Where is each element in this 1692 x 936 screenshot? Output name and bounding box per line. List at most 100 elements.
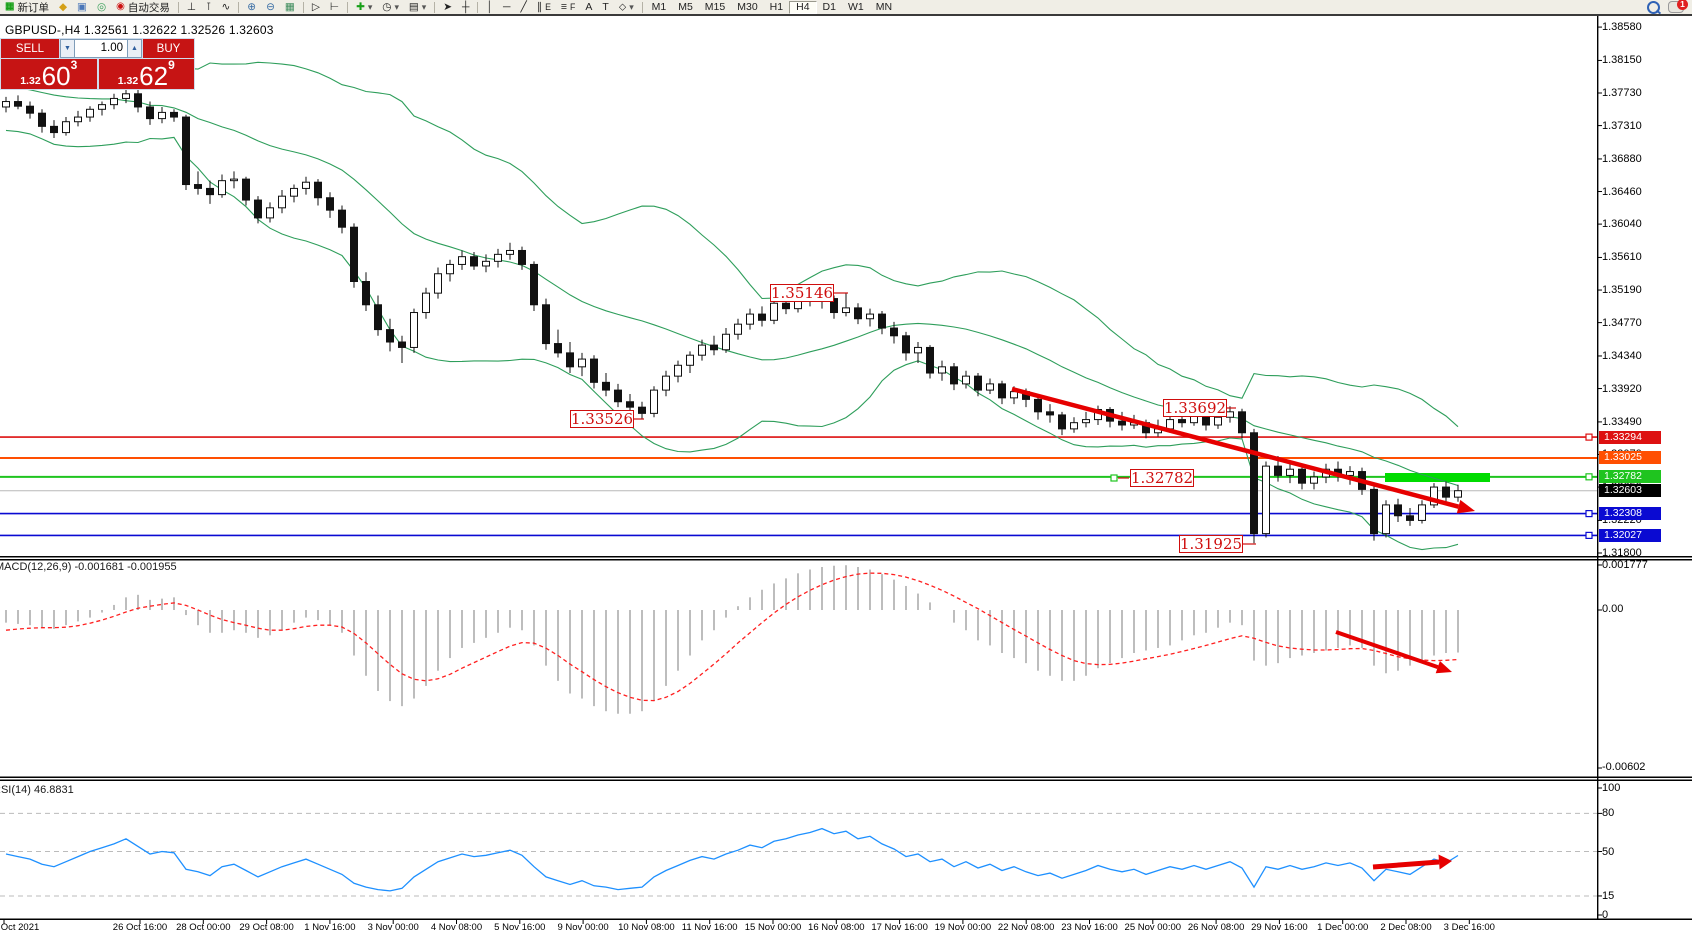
chat-icon[interactable]: 1 [1668,0,1688,13]
price-tick: 1.35610 [1602,251,1642,264]
price-tick: 1.31800 [1602,547,1642,559]
timeframe-H4[interactable]: H4 [789,0,817,14]
favorites-icon[interactable]: ◆ [58,1,68,13]
new-order-icon: ▦ [5,1,15,12]
channel-icon[interactable]: ∥ E [536,1,551,13]
price-tick: 1.37310 [1602,119,1642,132]
trendline-icon[interactable]: ╱ [520,1,527,13]
sell-price-tile[interactable]: 1.32 60 3 [1,59,97,89]
indicators-icon[interactable]: ✚ ▾ [356,1,373,13]
timeframe-MN[interactable]: MN [875,0,893,13]
rsi-indicator-label: RSI(14) 46.8831 [0,784,74,796]
zoom-out-icon[interactable]: ⊖ [266,1,275,13]
volume-increase-button[interactable]: ▲ [127,39,142,58]
time-axis-label: 1 Dec 00:00 [1317,922,1369,933]
zoom-in-icon[interactable]: ⊕ [247,1,257,13]
toolbar-separator [477,1,479,13]
toolbar-border [0,14,1692,16]
line-chart-icon[interactable]: ∿ [221,1,231,13]
horizontal-line-icon[interactable]: ─ [503,1,511,13]
tile-windows-icon[interactable]: ▦ [284,1,295,13]
vertical-line-icon[interactable]: │ [486,1,494,13]
macd-layer [5,565,1459,714]
volume-decrease-button[interactable]: ▼ [60,39,75,58]
new-order-button[interactable]: ▦ 新订单 [0,0,54,14]
chart-ohlc-header: GBPUSD-,H4 1.32561 1.32622 1.32526 1.326… [5,23,274,37]
price-tick: 1.35190 [1602,284,1642,297]
sell-price-sup: 3 [70,58,78,72]
time-axis-label: 3 Dec 16:00 [1443,922,1495,933]
fibonacci-icon[interactable]: ≡ F [560,1,576,13]
cursor-icon[interactable]: ➤ [443,1,453,13]
time-axis-label: 19 Nov 00:00 [934,922,992,933]
price-tick: 1.34770 [1602,316,1642,329]
time-axis-label: 16 Nov 08:00 [808,922,865,933]
price-tag-1.33294: 1.33294 [1599,430,1661,444]
volume-input[interactable]: 1.00 [75,39,127,58]
price-annotation-1.35146: 1.35146 [770,284,834,302]
macd-tick: 0.001777 [1602,559,1648,571]
buy-price-tile[interactable]: 1.32 62 9 [98,59,194,91]
buy-button[interactable]: BUY [143,39,194,58]
toolbar-separator [347,1,349,13]
price-tick: 1.36040 [1602,218,1642,231]
time-axis-label: 26 Oct 16:00 [112,922,168,933]
time-axis-label: 4 Nov 08:00 [430,922,483,933]
notification-badge: 1 [1677,0,1688,10]
time-axis-label: 17 Nov 16:00 [871,922,928,933]
price-annotation-1.31925: 1.31925 [1179,535,1243,553]
signal-icon[interactable]: ◎ [96,1,107,13]
candlestick-icon[interactable]: ⊺ [206,1,212,13]
macd-indicator-label: MACD(12,26,9) -0.001681 -0.001955 [0,561,177,573]
auto-scroll-icon[interactable]: ▷ [311,1,320,13]
auto-trading-label: 自动交易 [127,1,170,14]
annotations-layer [633,292,1475,870]
timeframe-M5[interactable]: M5 [678,0,693,13]
bollinger-bands-layer [5,41,1459,551]
timeframe-M30[interactable]: M30 [737,0,758,13]
time-axis-label: 3 Nov 00:00 [367,922,419,933]
shapes-icon[interactable]: ⬦ ▾ [618,0,634,13]
crosshair-icon[interactable]: ┼ [462,1,470,13]
time-axis-label: 9 Nov 00:00 [557,922,609,933]
toolbar-separator [177,1,179,13]
macd-tick: 0.00 [1602,603,1624,615]
label-icon[interactable]: T [602,1,609,13]
search-icon[interactable] [1647,0,1660,14]
timeframe-M1[interactable]: M1 [651,0,667,13]
time-axis-label: 15 Nov 00:00 [744,922,802,933]
price-tick: 1.36460 [1602,185,1642,198]
periods-icon[interactable]: ◷ ▾ [382,1,399,13]
time-axis-label: 1 Nov 16:00 [304,922,356,933]
text-icon[interactable]: A [585,1,593,13]
time-axis-label: 29 Oct 08:00 [239,922,294,933]
time-axis-label: 26 Nov 08:00 [1187,922,1245,933]
bar-chart-icon[interactable]: ⊥ [186,1,197,13]
time-axis-label: Oct 2021 [0,922,40,933]
price-tag-1.33025: 1.33025 [1599,451,1661,465]
rsi-tick: 15 [1602,889,1615,902]
timeframe-D1[interactable]: D1 [822,0,836,13]
macd-tick: -0.00602 [1602,761,1646,773]
price-tag-1.32782: 1.32782 [1599,470,1661,484]
templates-icon[interactable]: ▤ ▾ [408,1,427,13]
timeframe-H1[interactable]: H1 [769,0,784,13]
timeframe-M15[interactable]: M15 [704,0,726,13]
buy-price-prefix: 1.32 [117,75,139,87]
auto-trading-button[interactable]: ◉ 自动交易 [111,0,175,14]
one-click-trade-widget: SELL ▼ 1.00 ▲ BUY 1.32 60 3 1.32 62 9 [0,38,195,90]
time-axis-label: 25 Nov 00:00 [1124,922,1182,933]
toolbar-separator [641,1,643,13]
buy-price-big: 62 [139,61,169,91]
price-tag-1.32603: 1.32603 [1599,484,1661,498]
profile-icon[interactable]: ▣ [77,1,87,13]
time-axis-label: 28 Oct 00:00 [176,922,231,933]
timeframe-W1[interactable]: W1 [847,0,864,13]
time-axis-label: 10 Nov 08:00 [618,922,675,933]
time-axis-label: 23 Nov 16:00 [1061,922,1118,933]
chart-shift-icon[interactable]: ⊢ [329,1,340,13]
top-toolbar: ▦ 新订单 ◆ ▣ ◎ ◉ 自动交易 ⊥ ⊺ ∿ ⊕ ⊖ ▦ ▷ ⊢ ✚ ▾ ◷ ▾… [0,0,1692,14]
sell-button[interactable]: SELL [1,39,59,58]
